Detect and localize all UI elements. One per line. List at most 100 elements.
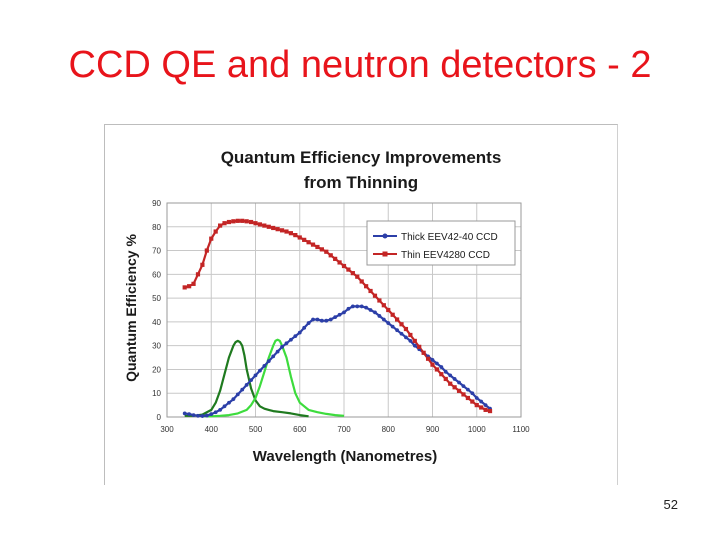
thin-ccd-series-point-1	[187, 284, 192, 289]
thin-ccd-series-point-64	[465, 395, 470, 401]
thin-ccd-series-point-50	[403, 326, 409, 332]
thick-ccd-series-point-56	[430, 358, 435, 362]
thick-ccd-series-point-35	[337, 312, 342, 317]
x-tick-label-1: 400	[205, 425, 219, 434]
thin-ccd-series-point-36	[341, 263, 347, 269]
thick-ccd-series-point-49	[399, 331, 404, 336]
thick-ccd-series-point-26	[297, 330, 302, 335]
thick-ccd-series-point-52	[412, 343, 417, 348]
thin-ccd-series-point-31	[319, 247, 324, 252]
thick-ccd-series-point-58	[439, 365, 444, 369]
y-tick-label-1: 10	[152, 389, 161, 398]
thick-ccd-series-point-23	[284, 341, 289, 346]
thin-ccd-series-point-48	[395, 317, 400, 322]
thick-ccd-series-point-61	[452, 377, 457, 381]
x-tick-label-8: 1100	[512, 425, 530, 434]
series-markers	[182, 218, 493, 418]
thin-ccd-series-point-27	[302, 237, 307, 242]
chart-subtitle: from Thinning	[304, 173, 418, 192]
thick-ccd-series-point-19	[266, 359, 271, 364]
thin-ccd-series-point-23	[284, 229, 289, 234]
thin-ccd-series-point-69	[487, 408, 493, 414]
thick-ccd-series-point-13	[240, 387, 245, 392]
thick-ccd-series-point-4	[200, 414, 205, 418]
thin-ccd-series-point-29	[310, 242, 316, 247]
thick-ccd-series-point-29	[311, 317, 315, 322]
thin-ccd-series-point-67	[479, 405, 484, 410]
thin-ccd-series-point-39	[355, 274, 360, 279]
thin-ccd-series-point-4	[200, 262, 205, 267]
thin-ccd-series-point-56	[430, 362, 435, 367]
thick-ccd-series-point-42	[368, 308, 373, 312]
thin-ccd-series-point-10	[226, 219, 232, 225]
y-tick-label-3: 30	[152, 342, 161, 351]
thick-ccd-series-point-8	[218, 407, 222, 412]
thin-ccd-series-point-37	[346, 267, 351, 272]
thick-ccd-series-point-5	[204, 413, 209, 418]
thick-ccd-series-point-50	[404, 335, 408, 340]
thin-ccd-series-point-38	[350, 271, 355, 276]
thick-ccd-series-point-47	[390, 324, 395, 329]
thick-ccd-series-point-44	[377, 314, 382, 318]
thin-ccd-series-point-13	[240, 218, 245, 223]
plot-area-border	[166, 202, 522, 418]
thick-ccd-series-point-15	[249, 378, 253, 383]
thin-ccd-series-point-41	[364, 284, 369, 289]
x-tick-label-0: 300	[160, 425, 174, 434]
x-tick-label-6: 900	[426, 425, 440, 434]
thin-ccd-series-point-33	[328, 253, 333, 258]
thick-ccd-series-point-45	[381, 317, 386, 322]
thick-ccd-series-point-59	[443, 369, 448, 374]
thick-ccd-series-point-28	[306, 321, 311, 325]
thick-ccd-series-point-30	[315, 317, 320, 322]
x-tick-label-5: 800	[382, 425, 396, 434]
thick-ccd-series-point-27	[302, 325, 307, 330]
thick-ccd-series-point-3	[196, 413, 200, 418]
thin-ccd-series-point-6	[209, 236, 214, 241]
thick-ccd-series-point-41	[364, 305, 369, 310]
x-axis-label: Wavelength (Nanometres)	[253, 448, 437, 465]
y-tick-label-9: 90	[152, 199, 161, 208]
thin-ccd-series-point-59	[443, 376, 448, 382]
thick-ccd-series-point-46	[386, 321, 391, 325]
thick-ccd-series-point-62	[457, 380, 461, 385]
thin-ccd-series-point-43	[372, 293, 378, 298]
x-tick-label-2: 500	[249, 425, 263, 434]
thin-ccd-series-point-51	[408, 332, 413, 338]
thin-ccd-series-point-16	[253, 221, 258, 226]
thin-ccd-series-point-63	[461, 392, 466, 397]
light-green-curve-line	[202, 338, 345, 418]
thick-ccd-series-point-51	[408, 339, 413, 343]
y-axis-label: Quantum Efficiency %	[123, 234, 139, 382]
thin-ccd-series-point-66	[474, 403, 479, 408]
thick-ccd-series-point-66	[474, 396, 479, 400]
chart-frame: Quantum Efficiency Improvements from Thi…	[104, 124, 618, 485]
y-tick-label-6: 60	[152, 270, 161, 279]
thin-ccd-series-point-15	[248, 219, 254, 225]
thick-ccd-series-point-65	[470, 391, 475, 396]
thin-ccd-series-point-68	[483, 407, 488, 412]
thin-ccd-series-point-3	[195, 272, 201, 277]
thin-ccd-series-point-11	[231, 219, 236, 224]
thick-ccd-series-point-9	[222, 404, 227, 409]
thin-ccd-series-point-44	[377, 298, 382, 303]
series-lines	[184, 219, 491, 418]
y-tick-label-7: 70	[152, 247, 161, 256]
thin-ccd-series-point-45	[381, 303, 386, 308]
thin-ccd-series-point-26	[297, 235, 302, 240]
thin-ccd-series-point-40	[359, 279, 364, 284]
thin-ccd-series-point-24	[288, 231, 293, 236]
thin-ccd-series-point-47	[390, 312, 395, 317]
thin-ccd-series-point-62	[456, 388, 462, 393]
thick-ccd-series-point-24	[289, 337, 293, 342]
thick-ccd-series-point-64	[466, 387, 470, 392]
thin-ccd-series-point-49	[399, 322, 404, 327]
legend-marker-thin	[382, 251, 388, 257]
thick-ccd-series-point-18	[262, 363, 267, 368]
thick-ccd-series-point-17	[258, 368, 262, 373]
thick-ccd-series-point-6	[209, 412, 214, 417]
thick-ccd-series-point-60	[448, 373, 453, 378]
thin-ccd-series-point-46	[386, 307, 391, 313]
thick-ccd-series-point-11	[231, 397, 236, 402]
thin-ccd-series-point-2	[191, 281, 196, 286]
